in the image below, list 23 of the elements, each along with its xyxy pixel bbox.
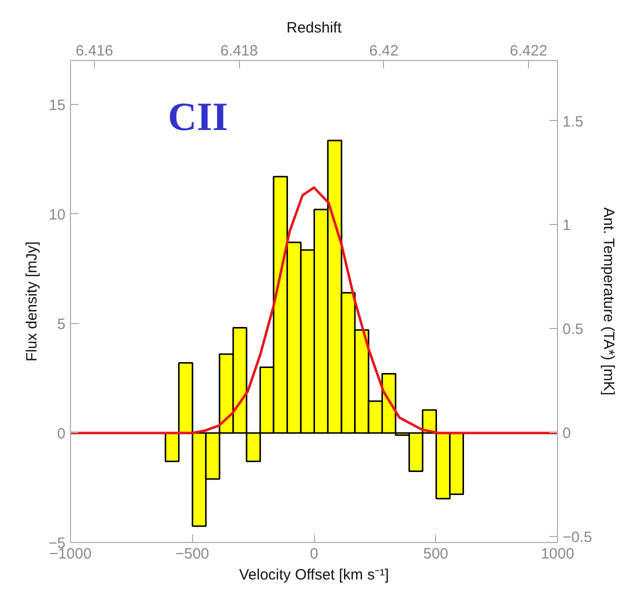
- y-tick-label: 10: [48, 206, 66, 224]
- x2-tick-label: 6.42: [369, 42, 398, 60]
- x2-tick-label: 6.416: [76, 42, 114, 60]
- y2-tick-label: 1: [562, 217, 571, 234]
- y2-tick-label: 0.5: [562, 321, 584, 338]
- y-axis-title: Flux density [mJy]: [23, 241, 40, 362]
- x-tick-label: 0: [310, 546, 318, 562]
- y-tick-label: 5: [57, 316, 66, 333]
- x-tick-label: 500: [423, 546, 448, 562]
- line-series: [70, 186, 558, 434]
- x-tick-label: 1000: [540, 546, 574, 562]
- x2-tick-label: 6.422: [510, 42, 548, 60]
- y2-tick-label: −0.5: [562, 528, 592, 546]
- y2-axis-title: Ant. Temperature (TA*) [mK]: [600, 207, 618, 396]
- x-axis-title: Velocity Offset [km s⁻¹]: [239, 566, 389, 584]
- y-tick-label: 15: [48, 96, 66, 114]
- x2-axis-title: Redshift: [286, 20, 342, 36]
- y2-tick-label: 0: [562, 424, 571, 442]
- y2-tick-label: 1.5: [562, 113, 584, 130]
- y-tick-label: 0: [57, 425, 66, 442]
- x2-tick-label: 6.418: [220, 42, 258, 60]
- x-tick-label: −500: [175, 546, 210, 562]
- annotation: CII: [168, 94, 228, 140]
